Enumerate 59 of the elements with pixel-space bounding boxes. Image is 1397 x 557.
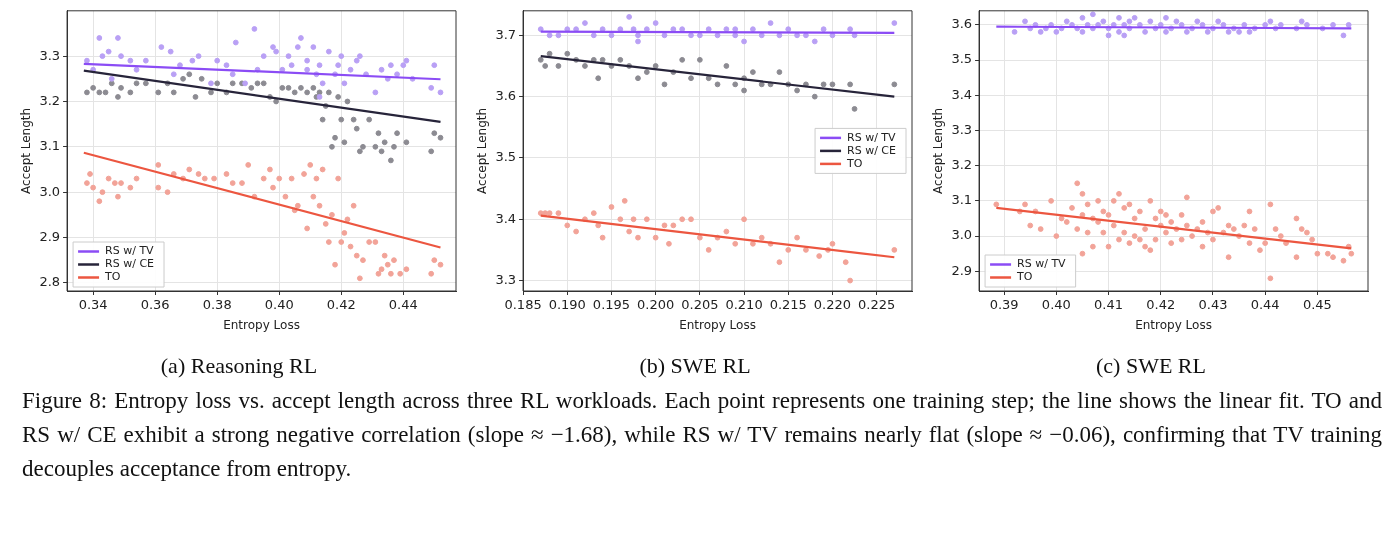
y-tick-label: 3.1 (951, 192, 973, 208)
y-axis-title: Accept Length (19, 107, 34, 194)
y-tick-label: 2.8 (39, 274, 61, 290)
legend-label: TO (846, 156, 863, 170)
y-tick-label: 3.4 (495, 210, 517, 226)
y-tick-label: 3.0 (39, 183, 61, 199)
y-tick-label: 3.3 (951, 121, 973, 137)
y-tick-label: 2.9 (39, 228, 61, 244)
x-tick-label: 0.43 (1198, 297, 1228, 313)
y-axis-title: Accept Length (931, 107, 946, 194)
x-tick-label: 0.195 (592, 297, 631, 313)
x-tick-label: 0.42 (326, 297, 356, 313)
y-tick-label: 3.3 (39, 47, 61, 63)
x-tick-label: 0.205 (681, 297, 719, 313)
y-axis-title: Accept Length (475, 107, 490, 194)
y-tick-label: 3.1 (39, 138, 61, 154)
text: (a) Reasoning RL (159, 353, 319, 379)
legend-label: RS w/ CE (105, 257, 155, 271)
x-tick-label: 0.185 (504, 297, 542, 313)
x-axis-title: Entropy Loss (1135, 317, 1212, 332)
x-tick-label: 0.210 (725, 297, 763, 313)
y-tick-label: 3.0 (951, 227, 973, 243)
x-tick-label: 0.215 (769, 297, 807, 313)
x-tick-label: 0.42 (1146, 297, 1176, 313)
y-tick-label: 3.2 (39, 92, 61, 108)
x-tick-label: 0.34 (78, 297, 108, 313)
x-tick-label: 0.39 (989, 297, 1019, 313)
x-axis-title: Entropy Loss (223, 317, 300, 332)
legend-label: RS w/ CE (847, 143, 897, 157)
x-tick-label: 0.36 (140, 297, 170, 313)
text: (c) SWE RL (1095, 353, 1207, 379)
x-tick-label: 0.190 (548, 297, 586, 313)
legend-label: TO (104, 270, 121, 284)
x-tick-label: 0.40 (264, 297, 294, 313)
y-tick-label: 3.5 (951, 51, 973, 67)
x-tick-label: 0.45 (1302, 297, 1332, 313)
x-axis-title: Entropy Loss (679, 317, 756, 332)
x-tick-label: 0.220 (813, 297, 852, 313)
legend-label: RS w/ TV (105, 244, 155, 258)
y-tick-label: 3.6 (951, 16, 973, 32)
legend-label: RS w/ TV (847, 130, 897, 144)
x-tick-label: 0.38 (202, 297, 232, 313)
legend-label: TO (1016, 270, 1033, 284)
x-tick-label: 0.44 (1250, 297, 1280, 313)
y-tick-label: 3.3 (495, 271, 517, 287)
y-tick-label: 3.4 (951, 86, 973, 102)
x-tick-label: 0.200 (637, 297, 675, 313)
y-tick-label: 3.6 (495, 88, 517, 104)
y-tick-label: 2.9 (951, 262, 973, 278)
x-tick-label: 0.41 (1094, 297, 1124, 313)
y-tick-label: 3.2 (951, 157, 973, 173)
y-tick-label: 3.5 (495, 149, 517, 165)
y-tick-label: 3.7 (495, 26, 517, 42)
legend-label: RS w/ TV (1017, 257, 1067, 271)
x-tick-label: 0.225 (858, 297, 896, 313)
text: (b) SWE RL (638, 353, 752, 379)
x-tick-label: 0.40 (1041, 297, 1071, 313)
x-tick-label: 0.44 (388, 297, 418, 313)
caption: Figure 8: Entropy loss vs. accept length across three RL workloads. Each point represents one training step; the line shows the linear fit. TO and RS w/ CE exhibit a strong negative correlation (slope ≈ −1.68), while RS w/ TV remains nearly flat (slope ≈ −0.06), confirming that TV training decouples acceptance from entropy. (22, 387, 1382, 483)
